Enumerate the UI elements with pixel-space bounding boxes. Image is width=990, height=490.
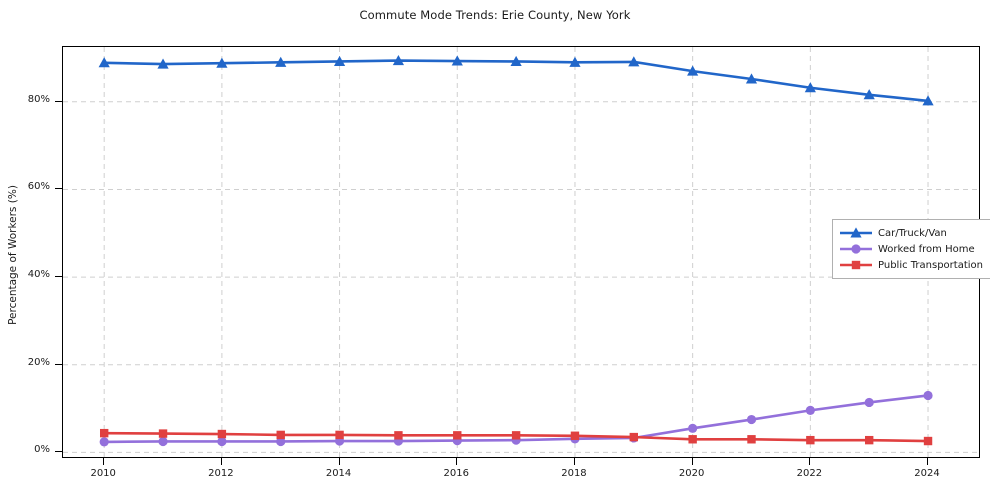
y-tick-mark [55,276,62,278]
data-point-marker-circle [746,414,757,425]
x-tick-label: 2018 [561,468,587,479]
y-tick-mark [55,363,62,365]
legend-label: Car/Truck/Van [878,227,947,239]
data-point-marker-square [453,431,462,440]
data-point-marker-square [747,435,756,444]
x-tick-label: 2010 [90,468,116,479]
x-tick-mark [573,458,575,465]
data-point-marker-circle [805,405,815,415]
data-point-marker-square [511,431,521,440]
data-point-marker-triangle [451,55,463,66]
data-point-marker-triangle [157,58,169,69]
series-lines [98,54,934,447]
x-tick-mark [691,458,693,465]
data-point-marker-circle [923,390,933,401]
x-tick-mark [338,458,340,465]
legend-swatch-triangle-icon [839,225,873,241]
chart-title: Commute Mode Trends: Erie County, New Yo… [359,8,631,22]
plot-svg [63,47,981,459]
x-tick-mark [456,458,458,465]
data-point-marker-triangle [628,56,640,67]
x-tick-mark [220,458,222,465]
y-axis-label: Percentage of Workers (%) [7,185,19,325]
y-tick-mark [55,451,62,453]
data-point-marker-triangle [216,57,228,68]
legend-item-3[interactable]: Public Transportation [839,257,983,273]
data-point-marker-triangle [569,56,581,67]
series-1 [98,54,934,106]
chart-legend: Car/Truck/Van Worked from Home Public Tran… [832,219,990,279]
y-tick-mark [55,100,62,102]
legend-label: Worked from Home [878,243,975,255]
y-tick-label: 60% [27,181,50,193]
x-tick-mark [809,458,811,465]
y-tick-label: 40% [27,269,50,281]
grid-lines [63,47,981,459]
data-point-marker-triangle [392,54,405,66]
x-tick-label: 2012 [208,468,234,479]
data-point-marker-square [864,435,874,445]
series-line [102,59,930,103]
y-tick-mark [55,188,62,190]
y-tick-label: 80% [27,93,50,105]
data-point-marker-triangle [922,95,934,106]
data-point-marker-square [99,428,109,438]
data-point-marker-circle [99,437,109,447]
data-point-marker-square [806,435,815,445]
data-point-marker-square [923,436,933,446]
data-point-marker-triangle [687,65,699,76]
data-point-marker-triangle [333,55,346,66]
data-point-marker-circle [851,244,861,254]
y-tick-label: 0% [34,444,50,456]
x-tick-label: 2020 [678,468,705,479]
x-tick-label: 2022 [796,468,823,479]
data-point-marker-circle [217,436,227,447]
data-point-marker-triangle [863,89,875,100]
legend-label: Public Transportation [878,259,983,271]
y-tick-label: 20% [27,356,50,368]
data-point-marker-triangle [98,57,110,68]
data-point-marker-square [276,430,285,440]
data-point-marker-circle [158,436,168,447]
data-point-marker-square [158,429,168,438]
data-point-marker-triangle [275,56,287,67]
series-3 [99,428,933,446]
data-point-marker-square [688,435,697,444]
data-point-marker-square [217,429,227,439]
data-point-marker-triangle [510,55,522,66]
legend-swatch-circle-icon [839,241,873,257]
x-tick-label: 2014 [325,468,352,479]
data-point-marker-square [335,430,344,440]
data-point-marker-square [394,431,403,440]
data-point-marker-triangle [804,82,816,93]
data-point-marker-square [570,431,580,440]
x-tick-mark [103,458,105,465]
data-point-marker-triangle [850,227,862,238]
data-point-marker-circle [688,423,698,433]
legend-swatch-square-icon [839,257,873,273]
x-tick-label: 2016 [443,468,469,479]
data-point-marker-circle [864,397,874,408]
x-tick-mark [927,458,929,465]
data-point-marker-circle [276,436,286,447]
data-point-marker-triangle [745,73,758,84]
legend-item-2[interactable]: Worked from Home [839,241,983,257]
data-point-marker-square [629,432,639,442]
data-point-marker-square [851,260,861,270]
plot-area [62,46,981,459]
legend-item-1[interactable]: Car/Truck/Van [839,225,983,241]
x-tick-label: 2024 [914,468,940,479]
